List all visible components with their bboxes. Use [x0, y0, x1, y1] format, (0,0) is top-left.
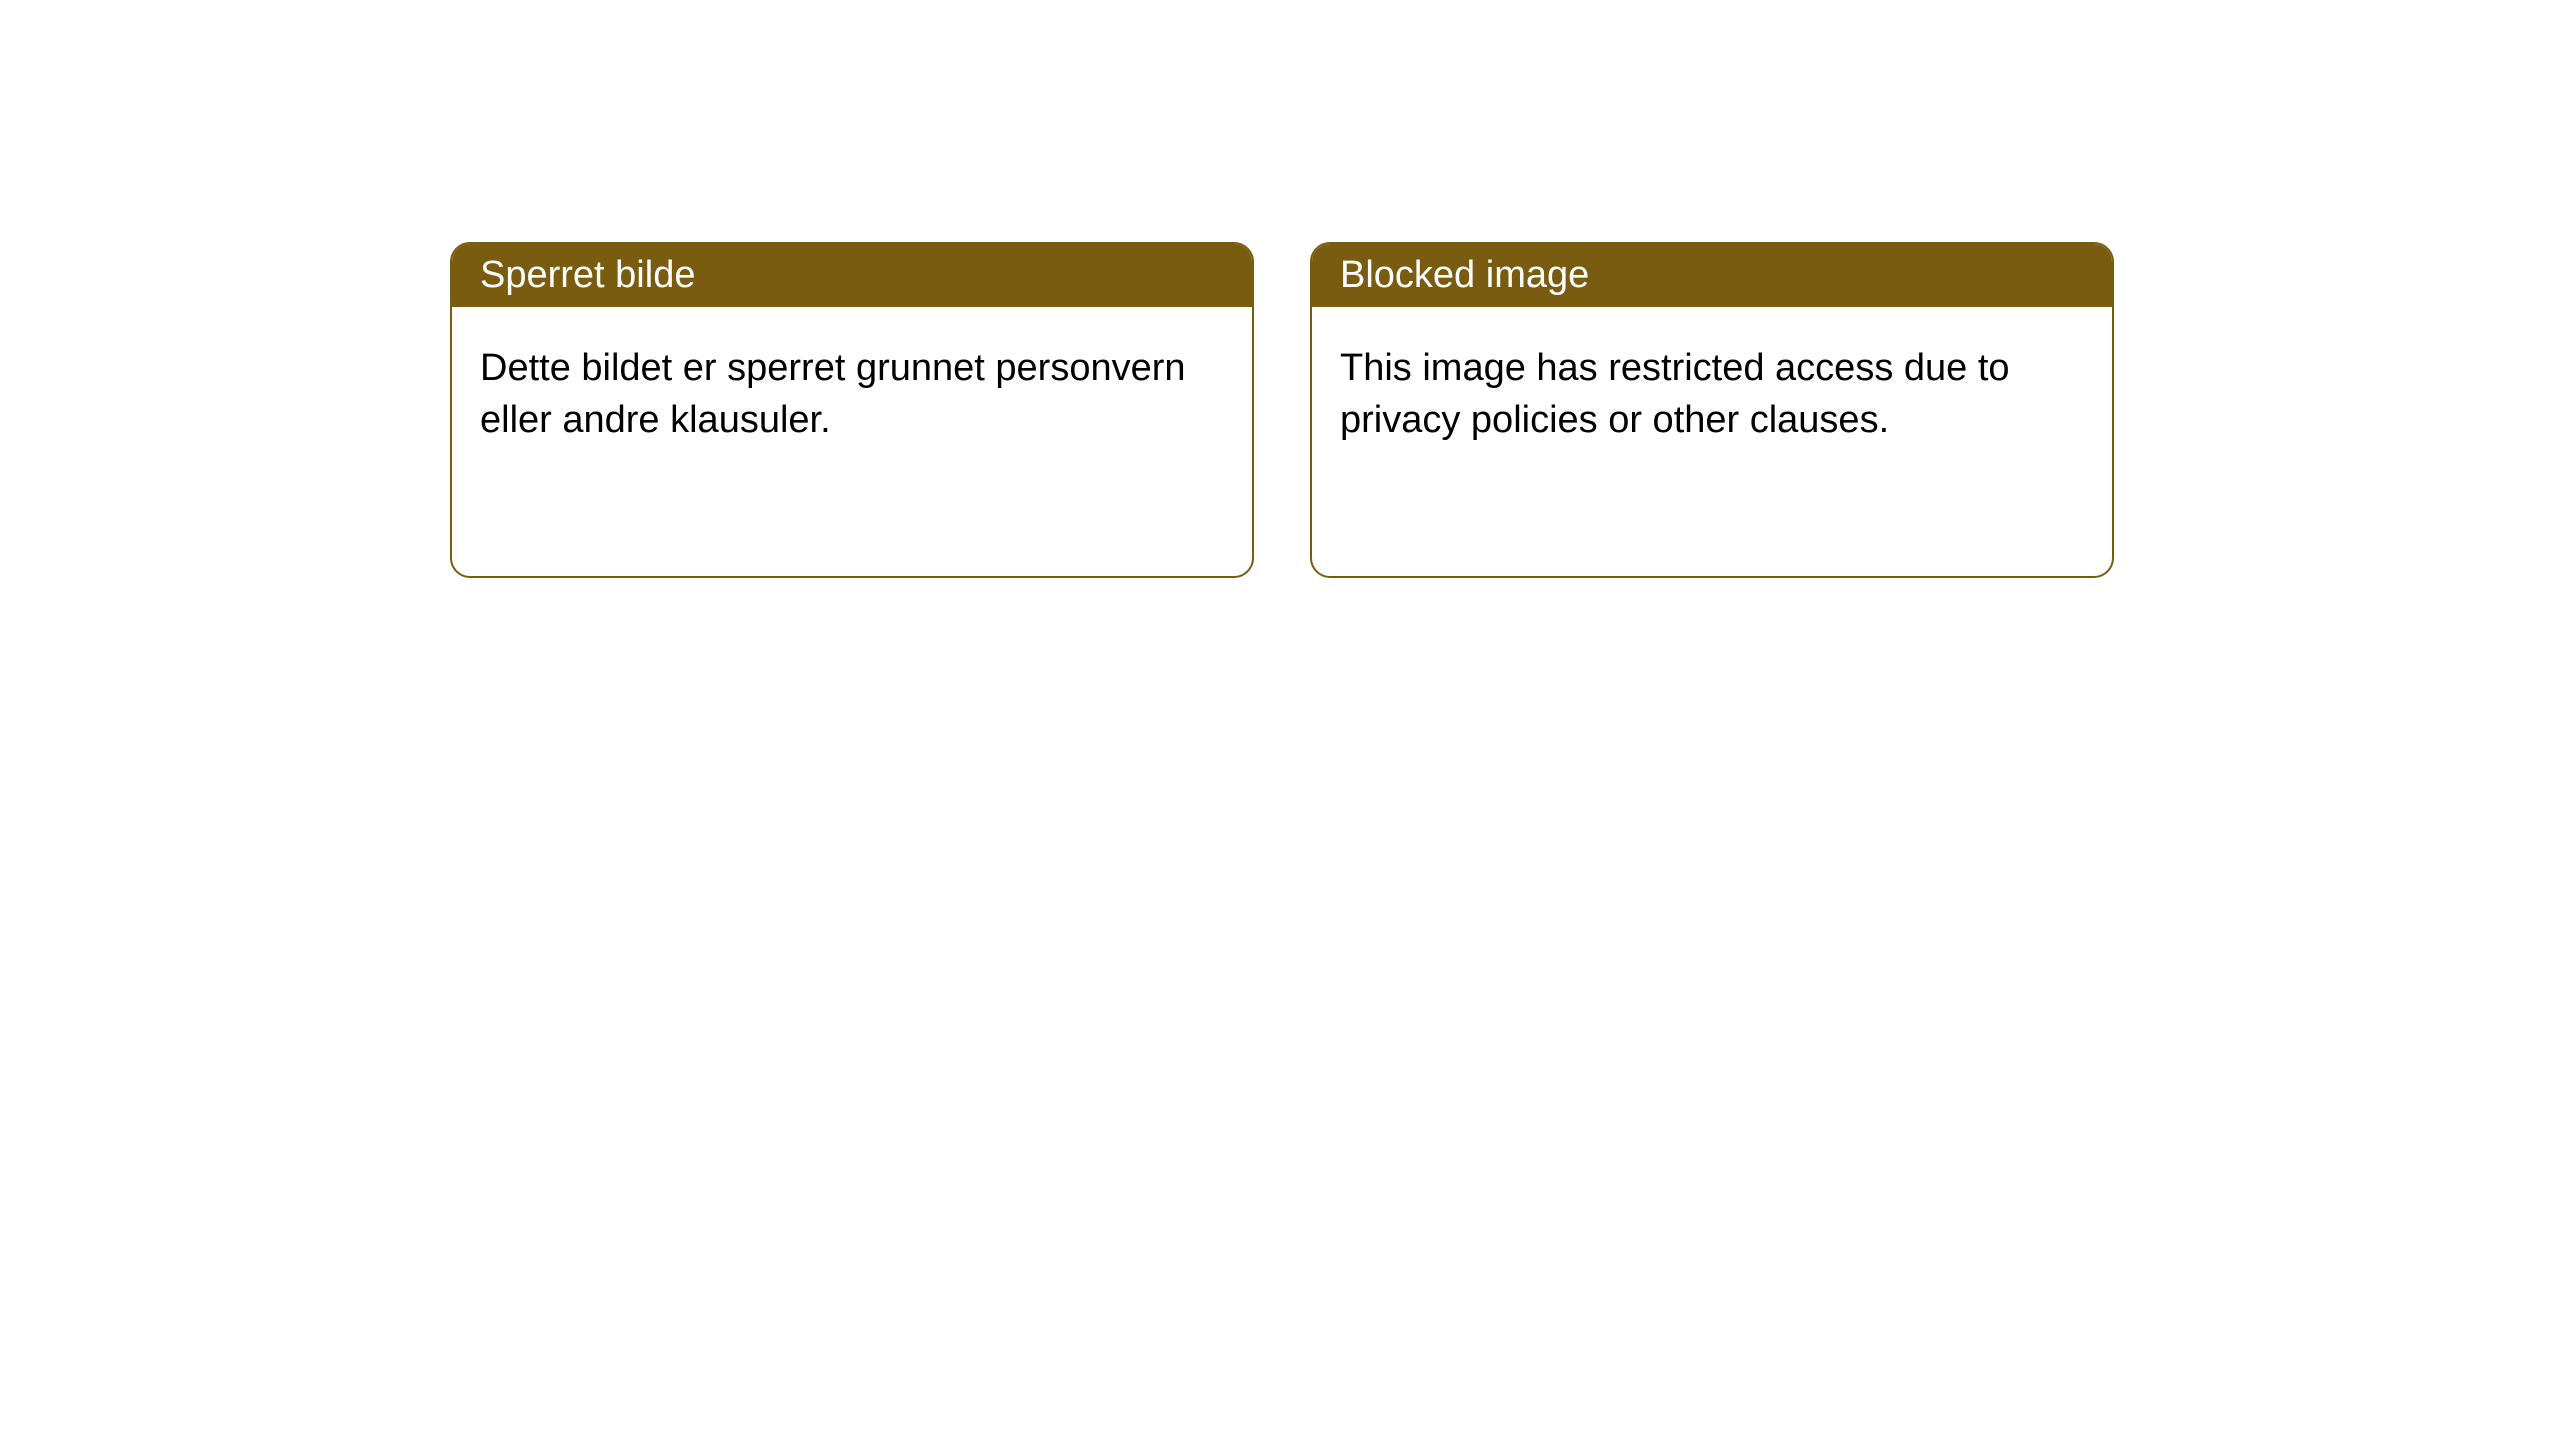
notice-card-norwegian: Sperret bilde Dette bildet er sperret gr… [450, 242, 1254, 578]
notice-body: Dette bildet er sperret grunnet personve… [452, 307, 1252, 482]
notice-body: This image has restricted access due to … [1312, 307, 2112, 482]
notice-container: Sperret bilde Dette bildet er sperret gr… [0, 0, 2560, 578]
notice-header: Blocked image [1312, 244, 2112, 307]
notice-card-english: Blocked image This image has restricted … [1310, 242, 2114, 578]
notice-header: Sperret bilde [452, 244, 1252, 307]
